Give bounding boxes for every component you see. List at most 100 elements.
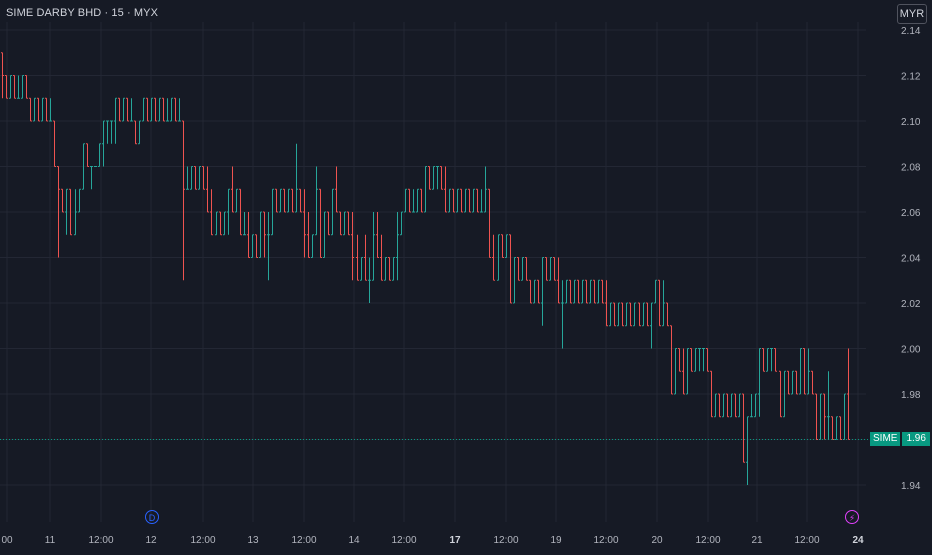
ohlc-bar [311,234,314,258]
ohlc-bar [654,279,657,304]
ohlc-bar [629,302,632,327]
ohlc-bar [694,348,697,372]
ohlc-bar [472,188,475,213]
ohlc-bar [263,211,266,258]
ohlc-bar [565,279,568,304]
y-tick-label: 2.02 [901,299,921,310]
earnings-marker-icon: ⚡ [849,513,855,523]
ohlc-bar [82,143,85,190]
ohlc-bar [206,166,209,213]
x-tick-label: 12:00 [88,535,113,546]
ohlc-bar [287,188,290,213]
ohlc-bar [758,348,761,417]
ohlc-bar [86,143,89,167]
ohlc-bar [271,188,274,236]
ohlc-bar [468,188,471,213]
earnings-marker[interactable] [845,510,859,524]
x-tick-label: 19 [550,535,562,546]
ohlc-bar [593,279,596,304]
ohlc-bar [678,348,681,372]
ohlc-bar [267,212,270,281]
x-tick-label: 20 [651,535,663,546]
ohlc-bar [327,211,330,236]
ohlc-bar [734,393,737,418]
ohlc-bar [396,212,399,281]
ohlc-bar [351,212,354,281]
ohlc-bar [774,348,777,372]
ohlc-bar [710,370,713,418]
ohlc-bar [428,166,431,190]
ohlc-bar [114,97,117,144]
ohlc-bar [722,393,725,418]
ohlc-bar [605,280,608,327]
ohlc-bar [126,97,129,122]
ohlc-bar [589,279,592,304]
ohlc-bar [347,211,350,236]
ohlc-bar [65,188,68,235]
dividend-marker[interactable] [145,510,159,524]
ohlc-bar [295,143,298,213]
ohlc-bar [460,188,463,213]
ohlc-bar [484,166,487,213]
ohlc-bar [621,302,624,327]
y-tick-label: 2.10 [901,117,921,128]
ohlc-bar [49,98,52,122]
ohlc-bar [380,234,383,281]
ohlc-bar [404,188,407,213]
ohlc-bar [110,120,113,144]
ohlc-bar [259,211,262,258]
ohlc-bar [331,188,334,236]
ohlc-bar [33,97,36,122]
ohlc-bar [239,188,242,236]
ohlc-bar [90,166,93,190]
ohlc-bar [174,97,177,122]
ohlc-bar [464,188,467,213]
ohlc-bar [601,279,604,304]
ohlc-bar [122,97,125,122]
ohlc-bar [219,211,222,236]
ohlc-bar [642,302,645,327]
ohlc-bar [400,211,403,236]
ohlc-bar [702,348,705,372]
ohlc-bar [670,325,673,395]
ohlc-bar [102,120,105,167]
ohlc-bar [29,97,32,122]
ohlc-bar [581,279,584,304]
ohlc-bar [98,143,101,167]
ohlc-bar [807,348,810,395]
ohlc-bar [5,75,8,99]
ohlc-bar [617,302,620,327]
ohlc-bar [738,393,741,418]
ohlc-bar [650,302,653,349]
ohlc-bar [13,75,16,99]
ohlc-bar [799,348,802,395]
x-tick-label: 13 [247,535,259,546]
ohlc-bar [416,188,419,213]
ohlc-bar [625,302,628,327]
ohlc-bar [666,302,669,327]
ohlc-bar [847,348,850,440]
ohlc-bar [730,393,733,418]
x-tick-label: 12:00 [493,535,518,546]
ohlc-bar [69,188,72,236]
ohlc-bar [178,98,181,122]
ohlc-bar [706,348,709,372]
x-tick-label: 12:00 [794,535,819,546]
ohlc-bar [360,257,363,281]
ohlc-bar [74,189,77,236]
ohlc-bar [791,370,794,395]
ohlc-bar [372,212,375,281]
ohlc-bar [45,97,48,122]
ohlc-bar [319,188,322,258]
ohlc-bar [803,348,806,395]
ohlc-bar [513,257,516,304]
ohlc-bar [247,212,250,258]
ohlc-bar [53,120,56,167]
ohlc-bar [130,98,133,122]
last-price-symbol: SIME [870,432,901,446]
currency-button[interactable]: MYR [897,4,927,24]
ohlc-bar [831,416,834,440]
last-price-badge: SIME 1.96 [870,432,930,446]
